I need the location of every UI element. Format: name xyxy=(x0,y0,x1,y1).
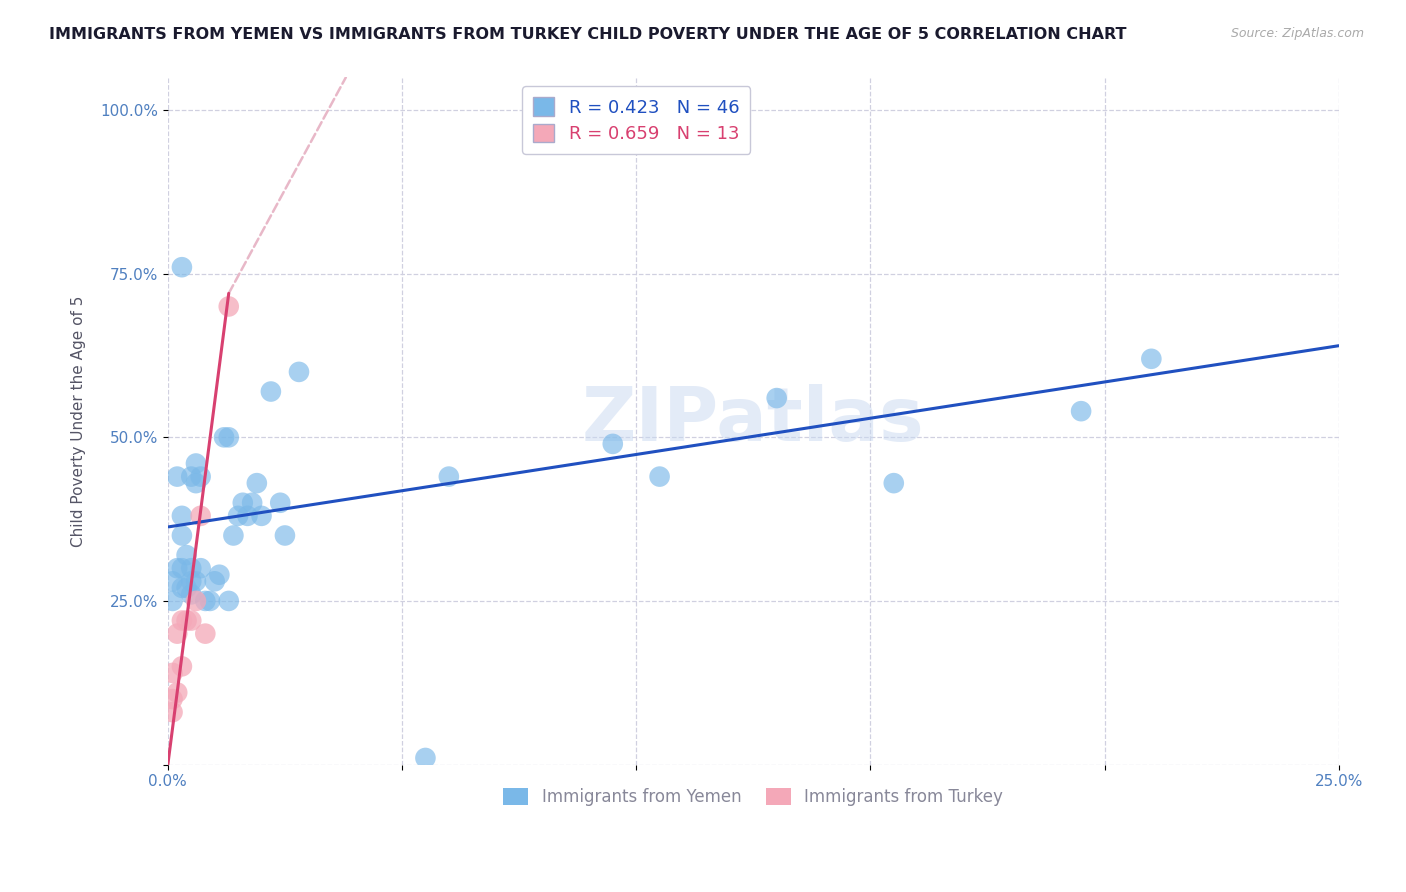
Point xyxy=(218,430,240,444)
Point xyxy=(240,496,263,510)
Legend: Immigrants from Yemen, Immigrants from Turkey: Immigrants from Yemen, Immigrants from T… xyxy=(495,780,1012,814)
Point xyxy=(166,469,188,483)
Point xyxy=(176,548,198,562)
Text: ZIPatlas: ZIPatlas xyxy=(582,384,925,458)
Point xyxy=(184,457,207,471)
Point xyxy=(190,561,212,575)
Point xyxy=(246,476,269,491)
Text: IMMIGRANTS FROM YEMEN VS IMMIGRANTS FROM TURKEY CHILD POVERTY UNDER THE AGE OF 5: IMMIGRANTS FROM YEMEN VS IMMIGRANTS FROM… xyxy=(49,27,1126,42)
Point xyxy=(260,384,283,399)
Point xyxy=(166,561,188,575)
Point xyxy=(170,508,193,523)
Point xyxy=(208,567,231,582)
Point xyxy=(226,508,249,523)
Point xyxy=(166,685,188,699)
Point xyxy=(198,594,221,608)
Point xyxy=(765,391,787,405)
Point xyxy=(170,614,193,628)
Point xyxy=(232,496,254,510)
Point xyxy=(437,469,460,483)
Point xyxy=(180,574,202,589)
Point xyxy=(176,581,198,595)
Point xyxy=(288,365,311,379)
Point xyxy=(194,594,217,608)
Point xyxy=(170,528,193,542)
Point xyxy=(162,665,184,680)
Point xyxy=(212,430,235,444)
Point xyxy=(1070,404,1092,418)
Point xyxy=(184,594,207,608)
Point xyxy=(166,626,188,640)
Point xyxy=(162,574,184,589)
Point xyxy=(883,476,905,491)
Point xyxy=(170,581,193,595)
Point xyxy=(190,508,212,523)
Point xyxy=(162,705,184,719)
Point xyxy=(218,594,240,608)
Point xyxy=(162,594,184,608)
Point xyxy=(180,614,202,628)
Point xyxy=(269,496,291,510)
Point xyxy=(222,528,245,542)
Point xyxy=(274,528,297,542)
Point xyxy=(184,476,207,491)
Point xyxy=(648,469,671,483)
Point xyxy=(415,751,437,765)
Point xyxy=(190,469,212,483)
Point xyxy=(170,659,193,673)
Text: Source: ZipAtlas.com: Source: ZipAtlas.com xyxy=(1230,27,1364,40)
Point xyxy=(162,692,184,706)
Point xyxy=(180,587,202,601)
Point xyxy=(170,260,193,275)
Point xyxy=(602,437,624,451)
Point xyxy=(250,508,273,523)
Point xyxy=(180,561,202,575)
Point xyxy=(194,626,217,640)
Y-axis label: Child Poverty Under the Age of 5: Child Poverty Under the Age of 5 xyxy=(72,295,86,547)
Point xyxy=(176,614,198,628)
Point xyxy=(180,469,202,483)
Point xyxy=(184,574,207,589)
Point xyxy=(218,300,240,314)
Point xyxy=(170,561,193,575)
Point xyxy=(1140,351,1163,366)
Point xyxy=(204,574,226,589)
Point xyxy=(236,508,259,523)
